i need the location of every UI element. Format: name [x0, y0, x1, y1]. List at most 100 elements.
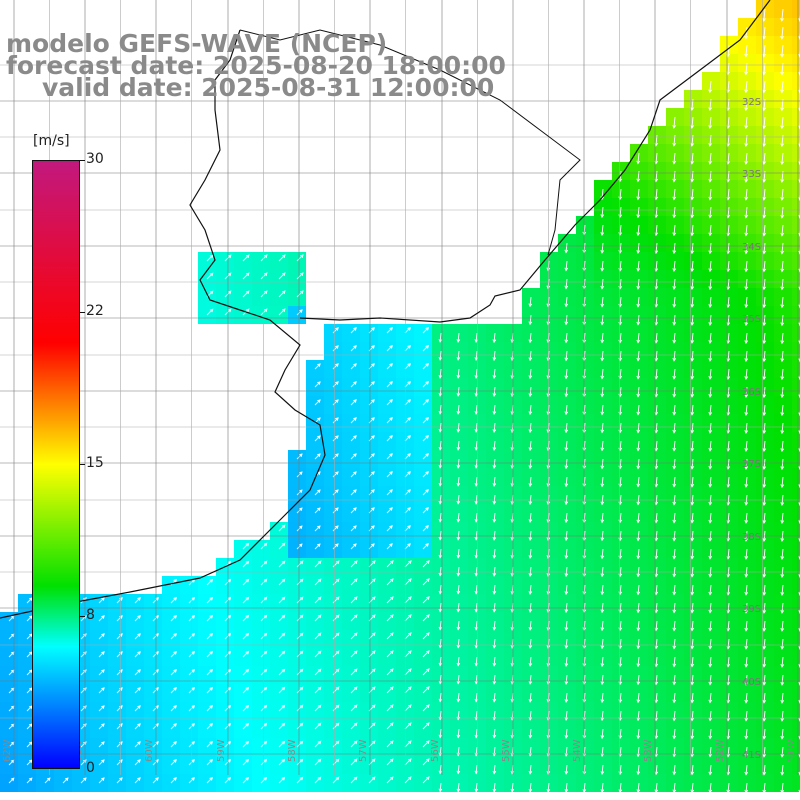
- wind-arrow: [745, 386, 748, 398]
- wind-arrow: [727, 260, 730, 272]
- wind-arrow: [422, 381, 429, 388]
- wind-arrow-head: [564, 735, 569, 739]
- wind-cell: [792, 738, 800, 756]
- wind-arrow-head: [600, 681, 605, 686]
- wind-arrow-head: [528, 411, 533, 416]
- wind-arrow: [763, 260, 766, 272]
- wind-arrow-head: [600, 447, 605, 452]
- wind-arrow-head: [371, 345, 375, 349]
- wind-arrow: [404, 740, 412, 748]
- wind-arrow: [565, 566, 568, 577]
- wind-arrow: [242, 687, 249, 694]
- wind-arrow-head: [227, 686, 232, 691]
- wind-arrow-head: [600, 196, 605, 201]
- wind-arrow: [691, 476, 694, 487]
- wind-arrow-head: [426, 722, 430, 726]
- wind-arrow-head: [335, 399, 339, 403]
- wind-arrow-head: [438, 662, 443, 667]
- wind-arrow-head: [744, 89, 748, 94]
- wind-arrow-head: [28, 777, 33, 782]
- wind-arrow-head: [744, 663, 749, 668]
- wind-cell: [792, 36, 800, 54]
- wind-arrow: [727, 458, 730, 469]
- wind-arrow-head: [492, 770, 497, 775]
- wind-arrow: [314, 507, 321, 514]
- wind-arrow: [296, 254, 304, 262]
- wind-arrow: [529, 710, 532, 720]
- wind-arrow-head: [672, 573, 677, 578]
- wind-arrow-head: [335, 722, 340, 727]
- wind-arrow: [296, 507, 303, 514]
- wind-arrow-head: [654, 789, 659, 794]
- wind-arrow-head: [528, 483, 533, 488]
- wind-arrow-head: [672, 321, 677, 326]
- wind-arrow-head: [600, 285, 605, 290]
- wind-arrow: [404, 327, 411, 334]
- wind-arrow-head: [798, 753, 800, 758]
- wind-arrow-head: [438, 518, 443, 523]
- wind-arrow-head: [227, 272, 232, 277]
- wind-arrow-head: [438, 590, 443, 595]
- wind-arrow-head: [407, 489, 411, 493]
- wind-arrow: [439, 530, 442, 540]
- wind-arrow-head: [798, 735, 800, 740]
- wind-arrow: [781, 548, 784, 560]
- wind-arrow-head: [155, 741, 159, 745]
- wind-arrow: [386, 417, 393, 424]
- wind-arrow-head: [762, 376, 767, 381]
- wind-arrow-head: [780, 699, 785, 704]
- wind-arrow-head: [317, 758, 322, 763]
- wind-arrow-head: [335, 578, 340, 583]
- wind-arrow: [529, 368, 532, 379]
- wind-arrow-head: [209, 776, 214, 781]
- wind-arrow-head: [227, 578, 232, 583]
- wind-arrow: [242, 723, 249, 730]
- wind-arrow-head: [708, 447, 713, 452]
- wind-arrow-head: [762, 232, 766, 237]
- wind-arrow-head: [245, 542, 250, 547]
- wind-arrow-head: [744, 753, 749, 758]
- wind-arrow-head: [335, 596, 340, 601]
- wind-arrow: [781, 44, 784, 57]
- wind-arrow: [475, 386, 478, 397]
- wind-arrow-head: [492, 734, 497, 739]
- wind-arrow: [691, 242, 694, 254]
- wind-arrow-head: [353, 525, 357, 529]
- wind-arrow: [673, 584, 676, 595]
- wind-arrow-head: [708, 394, 713, 398]
- wind-arrow-head: [528, 698, 533, 703]
- wind-arrow: [673, 404, 676, 415]
- wind-arrow: [529, 566, 532, 577]
- wind-arrow: [8, 651, 15, 658]
- wind-arrow: [727, 314, 730, 326]
- wind-arrow: [404, 453, 411, 460]
- wind-arrow-head: [672, 591, 677, 596]
- wind-arrow: [404, 650, 412, 658]
- wind-arrow-head: [492, 537, 497, 541]
- wind-arrow-head: [101, 615, 105, 619]
- wind-arrow: [422, 632, 430, 640]
- wind-arrow-head: [425, 344, 430, 349]
- wind-arrow-head: [353, 363, 357, 367]
- wind-arrow: [386, 686, 394, 694]
- wind-arrow-head: [408, 596, 412, 600]
- wind-arrow: [727, 764, 730, 775]
- wind-arrow: [619, 638, 622, 649]
- wind-arrow: [116, 705, 123, 712]
- longitude-label: 53W: [643, 739, 654, 762]
- wind-arrow: [565, 332, 568, 343]
- wind-arrow: [655, 278, 658, 289]
- longitude-labels: 62W61W60W59W58W57W56W55W54W53W52W51W: [2, 739, 797, 762]
- wind-arrow: [691, 746, 694, 757]
- wind-arrow-head: [263, 650, 268, 655]
- wind-arrow: [439, 674, 442, 684]
- wind-arrow: [565, 476, 568, 487]
- wind-arrow: [637, 728, 640, 739]
- wind-arrow-head: [690, 735, 695, 740]
- wind-arrow: [116, 741, 123, 748]
- wind-cell: [792, 720, 800, 738]
- wind-cell: [792, 0, 800, 18]
- wind-arrow-head: [744, 466, 749, 470]
- wind-arrow: [422, 686, 430, 694]
